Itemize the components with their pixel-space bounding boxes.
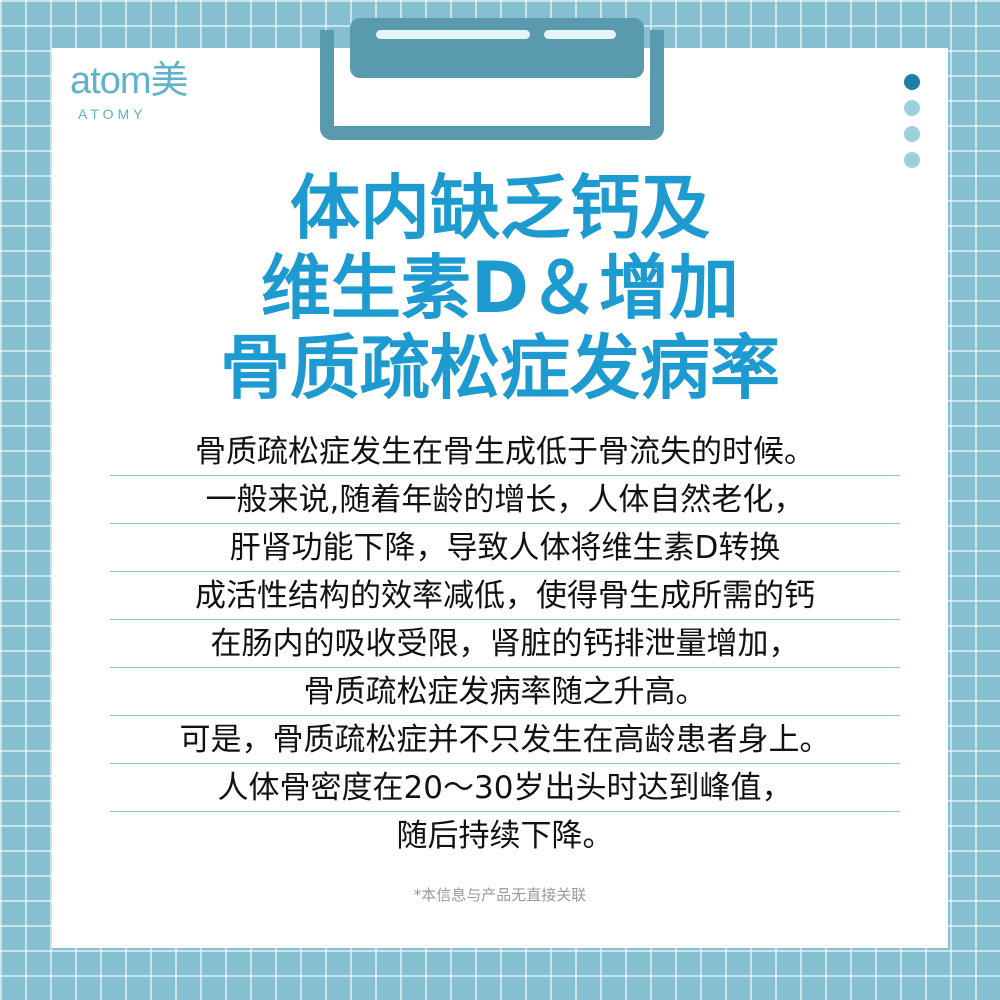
page-title: 体内缺乏钙及 维生素D＆增加 骨质疏松症发病率: [0, 168, 1000, 408]
card: [52, 48, 948, 948]
page-indicator: [904, 74, 922, 178]
body-line: 骨质疏松症发生在骨生成低于骨流失的时候。: [110, 428, 900, 476]
page-dot[interactable]: [904, 126, 920, 142]
clipboard-clip-bar: [350, 18, 644, 78]
body-line: 在肠内的吸收受限，肾脏的钙排泄量增加，: [110, 620, 900, 668]
clip-slot-short: [544, 30, 616, 39]
page-dot[interactable]: [904, 152, 920, 168]
clip-slot-long: [376, 30, 530, 39]
body-line: 可是，骨质疏松症并不只发生在高龄患者身上。: [110, 716, 900, 764]
body-text: 骨质疏松症发生在骨生成低于骨流失的时候。 一般来说,随着年龄的增长，人体自然老化…: [110, 428, 900, 859]
page-dot-active[interactable]: [904, 74, 920, 90]
body-line: 肝肾功能下降，导致人体将维生素D转换: [110, 524, 900, 572]
disclaimer: *本信息与产品无直接关联: [413, 886, 587, 904]
page-dot[interactable]: [904, 100, 920, 116]
title-line: 维生素D＆增加: [260, 247, 740, 329]
title-line: 体内缺乏钙及: [290, 167, 710, 249]
atomy-logo: atom美: [70, 60, 188, 102]
body-line: 一般来说,随着年龄的增长，人体自然老化，: [110, 476, 900, 524]
body-line: 成活性结构的效率减低，使得骨生成所需的钙: [110, 572, 900, 620]
atomy-logo-subtext: ATOMY: [78, 106, 147, 122]
body-line: 骨质疏松症发病率随之升高。: [110, 668, 900, 716]
body-line: 人体骨密度在20～30岁出头时达到峰值，: [110, 764, 900, 812]
body-line: 随后持续下降。: [396, 818, 614, 854]
title-line: 骨质疏松症发病率: [220, 327, 780, 409]
clipboard-clip-frame: [320, 30, 664, 140]
